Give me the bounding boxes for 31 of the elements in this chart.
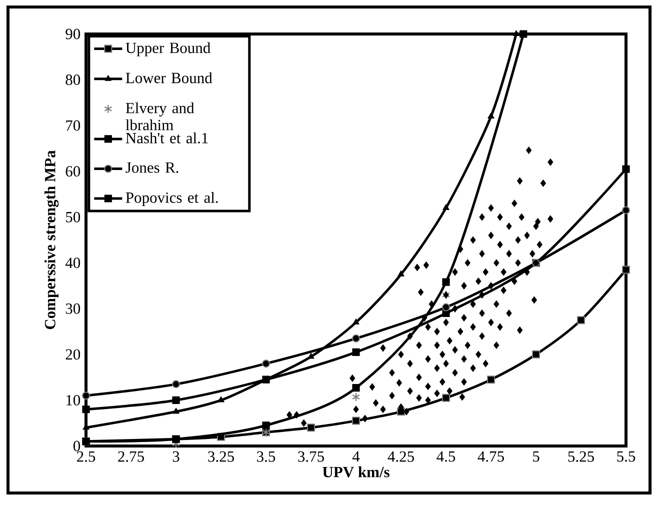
y-tick-label: 30 xyxy=(66,303,80,314)
y-tick-label: 60 xyxy=(66,166,80,177)
x-tick-label: 5.5 xyxy=(617,451,636,462)
y-axis-title: Comperssive strength MPa xyxy=(44,150,59,330)
x-tick-label: 4.25 xyxy=(388,451,414,462)
x-tick-label: 3.25 xyxy=(208,451,234,462)
x-tick-label: 4.5 xyxy=(436,451,456,462)
x-tick-label: 5 xyxy=(533,451,540,462)
y-tick-label: 10 xyxy=(66,394,80,406)
legend-label: Nash't et al.1 xyxy=(126,132,208,144)
x-tick-label: 2.5 xyxy=(77,451,96,462)
y-tick-label: 90 xyxy=(66,28,80,40)
y-tick-label: 40 xyxy=(65,258,80,268)
x-tick-label: 3.5 xyxy=(257,451,276,462)
x-tick-label: 3.75 xyxy=(298,451,324,462)
legend-label: Lower Bound xyxy=(126,72,212,84)
y-tick-label: 70 xyxy=(66,120,80,131)
legend-label: Popovics et al. xyxy=(126,192,218,206)
x-tick-label: 2.75 xyxy=(118,451,144,462)
x-tick-label: 4 xyxy=(352,451,360,462)
x-axis-title: UPV km/s xyxy=(322,466,390,478)
x-tick-label: 4.75 xyxy=(478,451,504,462)
legend-label: Jones R. xyxy=(126,162,178,173)
y-tick-label: 80 xyxy=(66,74,80,85)
y-tick-label: 20 xyxy=(66,349,80,360)
legend-label: Elvery and lbrahim xyxy=(126,102,194,130)
x-tick-label: 3 xyxy=(172,451,180,462)
y-tick-label: 50 xyxy=(66,212,80,222)
y-tick-label: 0 xyxy=(73,440,80,452)
x-tick-label: 5.25 xyxy=(568,451,594,462)
legend-label: Upper Bound xyxy=(126,42,210,56)
